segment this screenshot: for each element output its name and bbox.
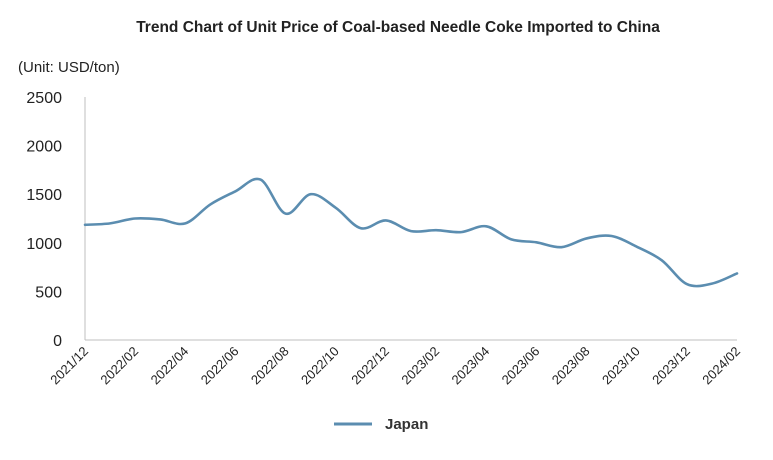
x-tick-label: 2024/02 (699, 344, 743, 388)
data-point (659, 257, 665, 263)
y-tick-label: 500 (35, 284, 62, 301)
data-point (483, 223, 489, 229)
data-point (258, 177, 264, 183)
data-point (734, 270, 740, 276)
y-tick-label: 1000 (26, 236, 62, 253)
data-point (634, 244, 640, 250)
y-tick-labels: 0 500 1000 1500 2000 2500 (26, 90, 62, 350)
legend-label-japan: Japan (385, 416, 428, 433)
y-tick-label: 2500 (26, 90, 62, 107)
data-point (132, 216, 138, 222)
y-tick-label: 0 (53, 333, 62, 350)
data-point (283, 211, 289, 217)
y-tick-label: 1500 (26, 187, 62, 204)
series-layer (82, 177, 740, 288)
data-point (584, 235, 590, 241)
x-tick-label: 2022/12 (348, 344, 392, 388)
data-point (358, 225, 364, 231)
x-tick-label: 2023/06 (499, 344, 543, 388)
series-line-japan (83, 177, 739, 288)
x-tick-label: 2022/06 (198, 344, 242, 388)
data-point (232, 188, 238, 194)
legend: Japan (334, 416, 428, 433)
chart-title: Trend Chart of Unit Price of Coal-based … (136, 19, 660, 36)
data-point (107, 220, 113, 226)
x-tick-label: 2021/12 (47, 344, 91, 388)
data-point (533, 239, 539, 245)
data-point (308, 191, 314, 197)
x-tick-label: 2022/08 (248, 344, 292, 388)
data-point (709, 281, 715, 287)
data-point (383, 217, 389, 223)
x-tick-label: 2023/04 (449, 344, 493, 388)
data-point (508, 236, 514, 242)
data-point (609, 233, 615, 239)
x-tick-label: 2022/04 (148, 344, 192, 388)
data-point (684, 281, 690, 287)
data-point (207, 201, 213, 207)
data-point (408, 228, 414, 234)
data-point (157, 216, 163, 222)
data-point (458, 229, 464, 235)
x-tick-labels: 2021/12 2022/02 2022/04 2022/06 2022/08 2022/… (47, 344, 743, 388)
data-point (558, 244, 564, 250)
x-tick-label: 2023/12 (649, 344, 693, 388)
data-point (333, 205, 339, 211)
unit-label: (Unit: USD/ton) (18, 59, 120, 76)
data-point (433, 227, 439, 233)
y-tick-label: 2000 (26, 139, 62, 156)
data-point (182, 220, 188, 226)
x-tick-label: 2023/10 (599, 344, 643, 388)
x-tick-label: 2022/10 (298, 344, 342, 388)
x-tick-label: 2023/02 (398, 344, 442, 388)
x-tick-label: 2022/02 (97, 344, 141, 388)
data-point (82, 222, 88, 228)
x-tick-label: 2023/08 (549, 344, 593, 388)
